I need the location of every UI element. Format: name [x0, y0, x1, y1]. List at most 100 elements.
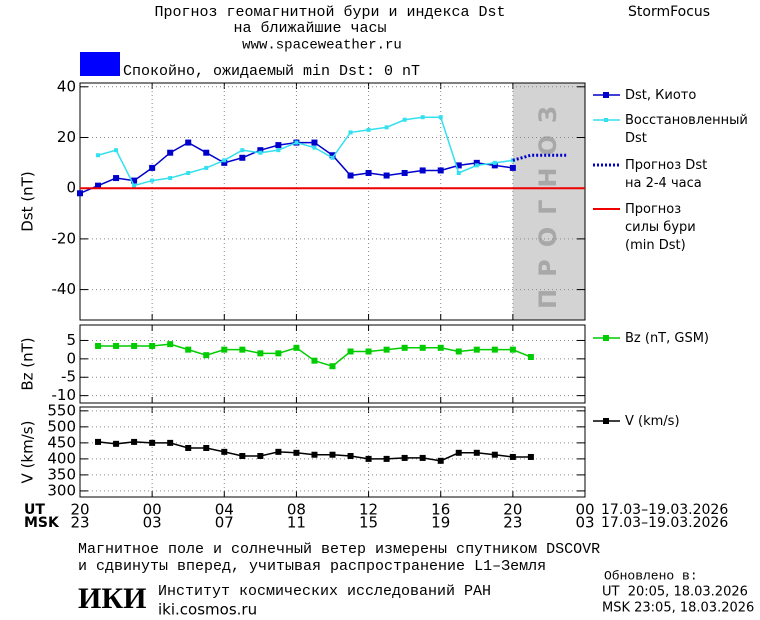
data-point: [455, 348, 462, 355]
x-tick-label: 04: [215, 501, 234, 519]
x-tick-label: 07: [215, 514, 234, 532]
x-tick-label: 20: [503, 501, 522, 519]
series-line: [512, 153, 567, 162]
data-point: [185, 139, 192, 146]
data-point: [383, 455, 390, 462]
data-point: [401, 344, 408, 351]
data-point: [329, 363, 336, 370]
data-point: [294, 140, 299, 145]
data-point: [402, 117, 407, 122]
y-tick-label: -5: [61, 368, 76, 386]
data-point: [527, 453, 534, 460]
data-point: [401, 454, 408, 461]
y-tick-label: 40: [57, 77, 76, 95]
data-point: [384, 125, 389, 130]
forecast-region: [512, 83, 585, 320]
data-point: [240, 148, 245, 153]
series-line: [97, 441, 531, 462]
data-point: [257, 350, 264, 357]
y-tick-label: -40: [52, 280, 77, 298]
subtitle: на ближайшие часы: [233, 20, 386, 37]
data-point: [365, 169, 372, 176]
footer-note: Магнитное поле и солнечный ветер измерен…: [78, 541, 600, 558]
data-point: [330, 155, 335, 160]
data-point: [492, 160, 497, 165]
x-tick-label: 16: [431, 501, 450, 519]
data-point: [113, 440, 120, 447]
data-point: [527, 354, 534, 361]
data-point: [419, 344, 426, 351]
data-point: [258, 150, 263, 155]
data-point: [401, 169, 408, 176]
panel-frame: [79, 82, 586, 321]
data-point: [347, 348, 354, 355]
updated-msk: MSK 23:05, 18.03.2026: [602, 601, 754, 616]
data-point: [185, 444, 192, 451]
data-point: [491, 346, 498, 353]
data-point: [276, 148, 281, 153]
data-point: [113, 342, 120, 349]
y-tick-label: 400: [47, 449, 76, 467]
data-point: [474, 163, 479, 168]
y-tick-label: 550: [47, 401, 76, 419]
legend-marker: [603, 92, 609, 98]
data-point: [473, 449, 480, 456]
legend-label: Прогноз Dst на 2-4 часа: [625, 158, 707, 191]
data-point: [239, 154, 246, 161]
legend-label: Восстановленный Dst: [625, 113, 748, 146]
data-point: [257, 453, 264, 460]
data-point: [221, 346, 228, 353]
data-point: [383, 346, 390, 353]
data-point: [312, 145, 317, 150]
data-point: [131, 177, 138, 184]
y-tick-label: 0: [66, 349, 76, 367]
y-tick-label: 5: [66, 331, 76, 349]
data-point: [311, 139, 318, 146]
data-point: [347, 453, 354, 460]
legend-marker: [603, 418, 609, 424]
data-point: [420, 115, 425, 120]
y-axis-label: Dst (nT): [19, 171, 37, 231]
data-point: [437, 457, 444, 464]
data-point: [131, 342, 138, 349]
series-line: [97, 116, 513, 187]
data-point: [185, 346, 192, 353]
data-point: [150, 178, 155, 183]
data-point: [311, 357, 318, 364]
data-point: [473, 346, 480, 353]
data-point: [77, 190, 83, 197]
data-point: [509, 346, 516, 353]
data-point: [149, 342, 156, 349]
site: iki.cosmos.ru: [158, 601, 257, 619]
x-axis-label: UT: [24, 502, 45, 518]
logo: ИКИ: [78, 582, 146, 615]
data-point: [132, 183, 137, 188]
data-point: [293, 344, 300, 351]
data-point: [95, 342, 102, 349]
data-point: [239, 453, 246, 460]
y-tick-label: -10: [52, 386, 77, 404]
data-point: [366, 127, 371, 132]
institute: Институт космических исследований РАН: [158, 583, 491, 600]
data-point: [222, 158, 227, 163]
data-point: [239, 346, 246, 353]
panel-frame: [79, 324, 586, 404]
data-point: [438, 115, 443, 120]
data-point: [275, 350, 282, 357]
data-point: [329, 451, 336, 458]
data-point: [456, 170, 461, 175]
data-point: [203, 149, 210, 156]
y-tick-label: 300: [47, 481, 76, 499]
forecast-label: ПРОГНОЗ: [534, 94, 562, 309]
y-axis-label: Bz (nT): [19, 337, 37, 390]
data-point: [257, 147, 264, 154]
x-tick-label: 03: [143, 514, 162, 532]
data-point: [149, 164, 156, 171]
x-tick-label: 23: [503, 514, 522, 532]
legend-label: V (km/s): [625, 414, 680, 429]
x-tick-label: 15: [359, 514, 378, 532]
data-point: [509, 164, 516, 171]
data-point: [113, 175, 120, 182]
data-point: [293, 449, 300, 456]
y-tick-label: 0: [66, 179, 76, 197]
